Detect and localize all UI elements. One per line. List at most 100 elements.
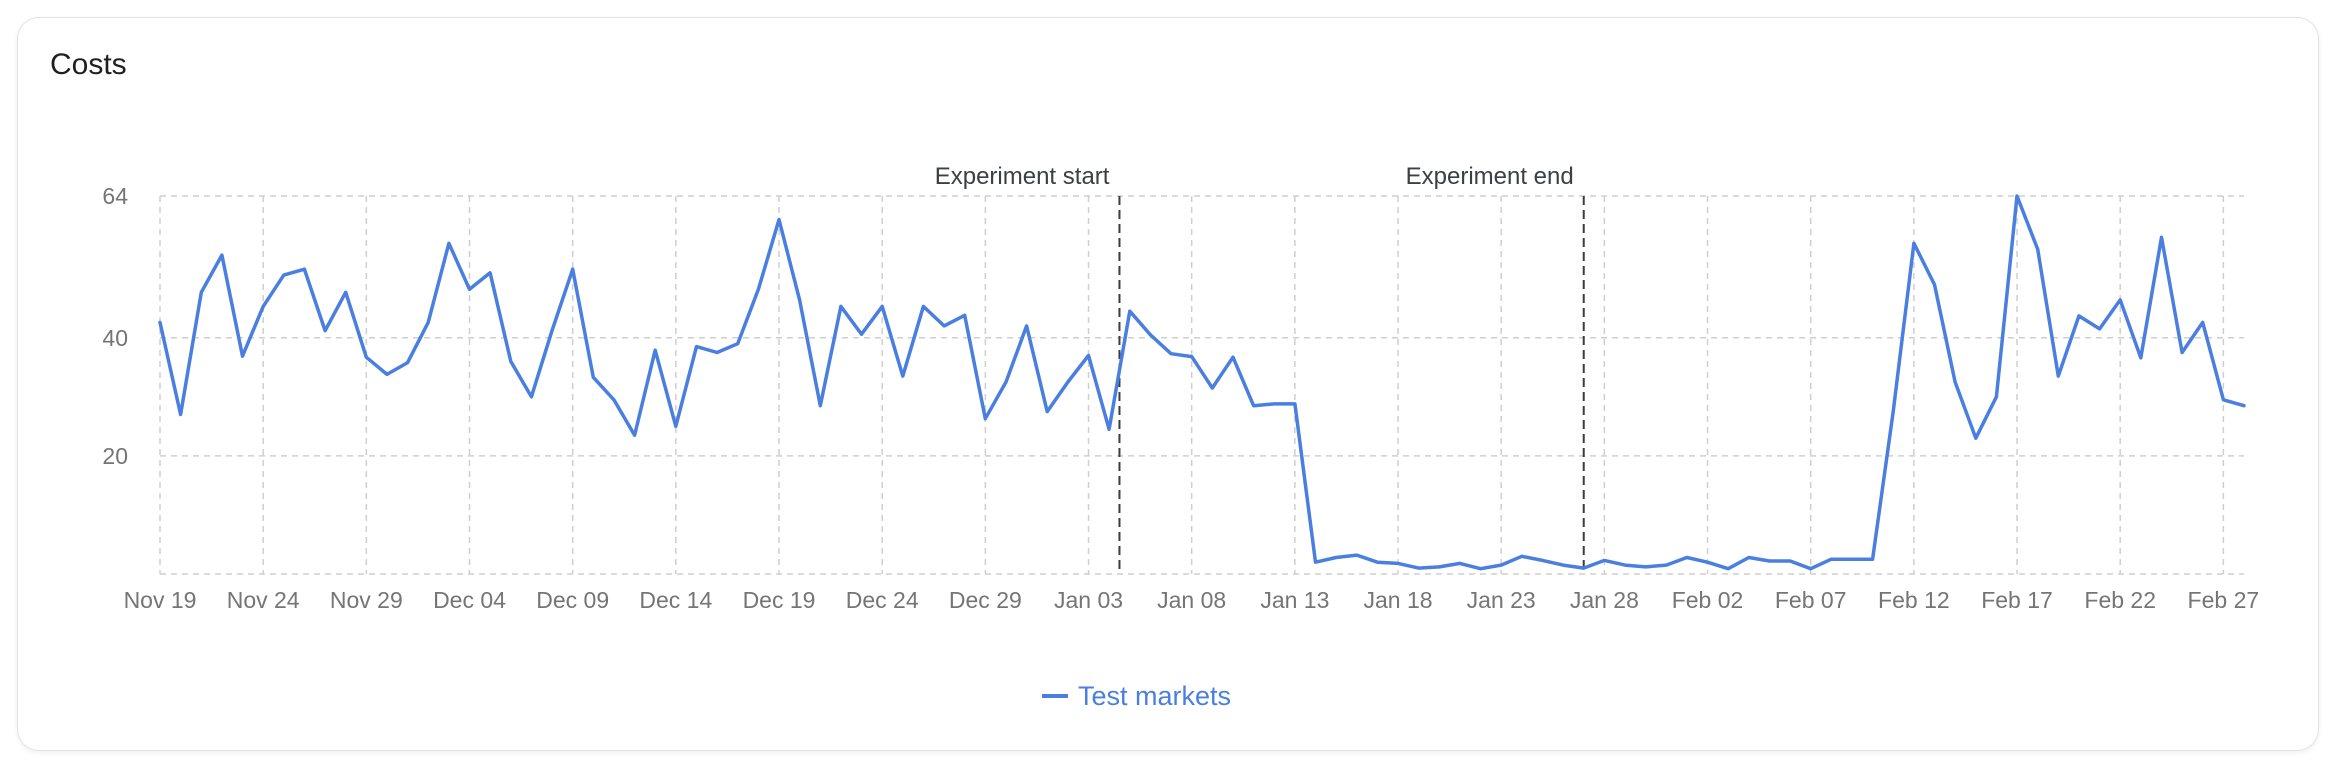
x-tick-label: Dec 04	[433, 587, 506, 613]
data-point	[798, 298, 802, 302]
data-point	[1437, 565, 1441, 569]
data-point	[529, 395, 533, 399]
x-tick-label: Feb 02	[1672, 587, 1744, 613]
data-point	[2160, 235, 2164, 239]
x-tick-label: Jan 18	[1363, 587, 1432, 613]
axis-labels: 20 40 64 Nov 19 Nov 24 Nov 29 Dec 04 Dec 09 Dec …	[102, 183, 2259, 613]
data-point	[1231, 355, 1235, 359]
data-point	[2036, 247, 2040, 251]
y-tick-label: 40	[102, 325, 128, 351]
data-point	[1685, 556, 1689, 560]
data-point	[1582, 566, 1586, 570]
data-point	[1767, 559, 1771, 563]
data-point	[1871, 557, 1875, 561]
data-point	[695, 345, 699, 349]
data-point	[756, 287, 760, 291]
grid-lines	[159, 195, 2244, 575]
data-point	[591, 375, 595, 379]
data-point	[220, 253, 224, 257]
data-point	[468, 287, 472, 291]
data-point	[612, 398, 616, 402]
x-tick-label: Feb 27	[2188, 587, 2260, 613]
data-point	[1974, 436, 1978, 440]
data-point	[2077, 314, 2081, 318]
data-point	[1087, 354, 1091, 358]
x-tick-label: Jan 03	[1054, 587, 1123, 613]
data-point	[963, 313, 967, 317]
data-point	[2056, 374, 2060, 378]
x-tick-label: Jan 28	[1570, 587, 1639, 613]
experiment-marker-label: Experiment end	[1406, 163, 1574, 190]
data-point	[241, 354, 245, 358]
legend-label-test-markets[interactable]: Test markets	[1078, 681, 1231, 711]
x-tick-label: Feb 22	[2084, 587, 2156, 613]
x-tick-label: Dec 24	[846, 587, 919, 613]
data-point	[901, 374, 905, 378]
data-point	[1829, 557, 1833, 561]
data-point	[1272, 402, 1276, 406]
data-point	[1396, 561, 1400, 565]
x-tick-label: Nov 19	[124, 587, 197, 613]
x-tick-label: Dec 29	[949, 587, 1022, 613]
data-point	[1045, 410, 1049, 414]
data-point	[942, 324, 946, 328]
data-point	[261, 304, 265, 308]
data-point	[447, 241, 451, 245]
x-tick-label: Feb 12	[1878, 587, 1950, 613]
experiment-markers: Experiment start Experiment end	[935, 163, 1585, 574]
data-point	[1891, 410, 1895, 414]
data-point	[1623, 563, 1627, 567]
data-point	[1334, 556, 1338, 560]
data-point	[158, 320, 162, 324]
data-point	[302, 267, 306, 271]
data-point	[571, 267, 575, 271]
data-point	[323, 329, 327, 333]
series-layer	[158, 194, 2246, 571]
data-point	[633, 433, 637, 437]
data-point	[1252, 404, 1256, 408]
y-tick-label: 20	[102, 443, 128, 469]
data-point	[385, 372, 389, 376]
data-point	[1107, 427, 1111, 431]
data-point	[2201, 320, 2205, 324]
data-point	[2118, 298, 2122, 302]
data-point	[2242, 404, 2246, 408]
series-line-test-markets	[158, 194, 2246, 571]
x-tick-label: Nov 29	[330, 587, 403, 613]
data-point	[1004, 380, 1008, 384]
data-point	[1499, 563, 1503, 567]
x-tick-label: Jan 23	[1467, 587, 1536, 613]
data-point	[983, 417, 987, 421]
data-point	[2139, 356, 2143, 360]
data-point	[1706, 560, 1710, 564]
data-point	[880, 304, 884, 308]
x-tick-label: Jan 13	[1260, 587, 1329, 613]
data-point	[2015, 194, 2019, 198]
data-point	[488, 271, 492, 275]
data-point	[1148, 333, 1152, 337]
data-point	[1664, 563, 1668, 567]
legend[interactable]: Test markets	[1042, 681, 1231, 711]
data-point	[715, 351, 719, 355]
data-point	[1788, 559, 1792, 563]
y-tick-label: 64	[102, 183, 128, 209]
x-tick-label: Nov 24	[227, 587, 300, 613]
data-point	[839, 304, 843, 308]
data-point	[2221, 398, 2225, 402]
data-point	[1128, 309, 1132, 313]
data-point	[653, 348, 657, 352]
experiment-marker-label: Experiment start	[935, 163, 1110, 190]
data-point	[1726, 567, 1730, 571]
x-tick-label: Dec 19	[743, 587, 816, 613]
x-tick-label: Feb 17	[1981, 587, 2053, 613]
x-tick-label: Dec 09	[536, 587, 609, 613]
data-point	[777, 218, 781, 222]
data-point	[1912, 241, 1916, 245]
data-point	[282, 273, 286, 277]
data-point	[1025, 324, 1029, 328]
data-point	[344, 290, 348, 294]
data-point	[1602, 558, 1606, 562]
data-point	[1953, 380, 1957, 384]
x-tick-label: Feb 07	[1775, 587, 1847, 613]
